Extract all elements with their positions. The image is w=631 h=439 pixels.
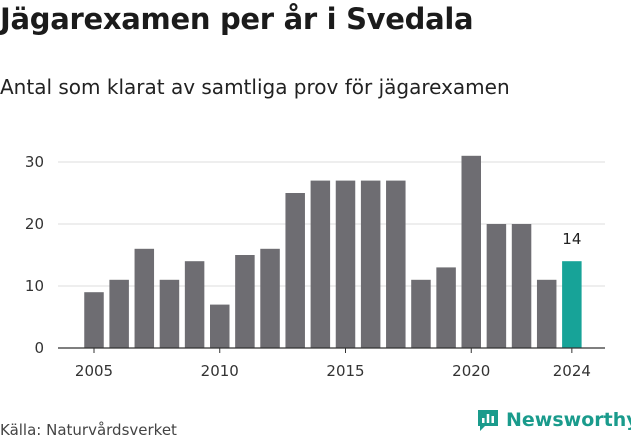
y-tick-label-0: 0 (34, 339, 44, 357)
bar-2017 (386, 180, 406, 348)
bar-2008 (159, 279, 180, 348)
y-tick-label-20: 20 (25, 215, 44, 233)
x-tick-label-2005: 2005 (75, 362, 113, 380)
source-note: Källa: Naturvårdsverket (0, 421, 177, 439)
bar-2019 (436, 267, 456, 348)
chart-title: Jägarexamen per år i Svedala (0, 2, 474, 36)
bar-2015 (335, 180, 356, 348)
chart-subtitle: Antal som klarat av samtliga prov för jä… (0, 75, 510, 99)
tick-labels: 0 10 20 30 2005 2010 2015 2020 2024 14 (25, 153, 591, 380)
bar-2010 (210, 304, 230, 348)
bar-chart: 0 10 20 30 2005 2010 2015 2020 2024 14 (25, 153, 605, 380)
newsworthy-icon (478, 410, 498, 431)
data-label-2024: 14 (562, 230, 581, 248)
brand-logo: Newsworthy (476, 408, 631, 432)
brand-name: Newsworthy (506, 409, 631, 431)
bar-2016 (360, 180, 381, 348)
bar-2024 (562, 261, 582, 348)
bar-2005 (84, 292, 104, 348)
bar-2011 (235, 255, 255, 348)
bar-2009 (184, 261, 205, 348)
y-tick-label-10: 10 (25, 277, 44, 295)
bar-2018 (411, 279, 431, 348)
bar-2022 (511, 224, 532, 348)
x-tick-label-2020: 2020 (452, 362, 490, 380)
x-tick-label-2024: 2024 (553, 362, 591, 380)
x-tick-label-2010: 2010 (201, 362, 239, 380)
bar-2007 (134, 248, 155, 348)
bars (84, 155, 582, 348)
y-tick-label-30: 30 (25, 153, 44, 171)
bar-2021 (486, 224, 507, 348)
bar-2013 (285, 193, 305, 348)
bar-2006 (109, 279, 129, 348)
x-tick-label-2015: 2015 (326, 362, 364, 380)
bar-2012 (260, 248, 280, 348)
bar-2020 (461, 155, 481, 348)
bar-2014 (310, 180, 331, 348)
x-axis (58, 347, 605, 353)
bar-2023 (536, 279, 557, 348)
